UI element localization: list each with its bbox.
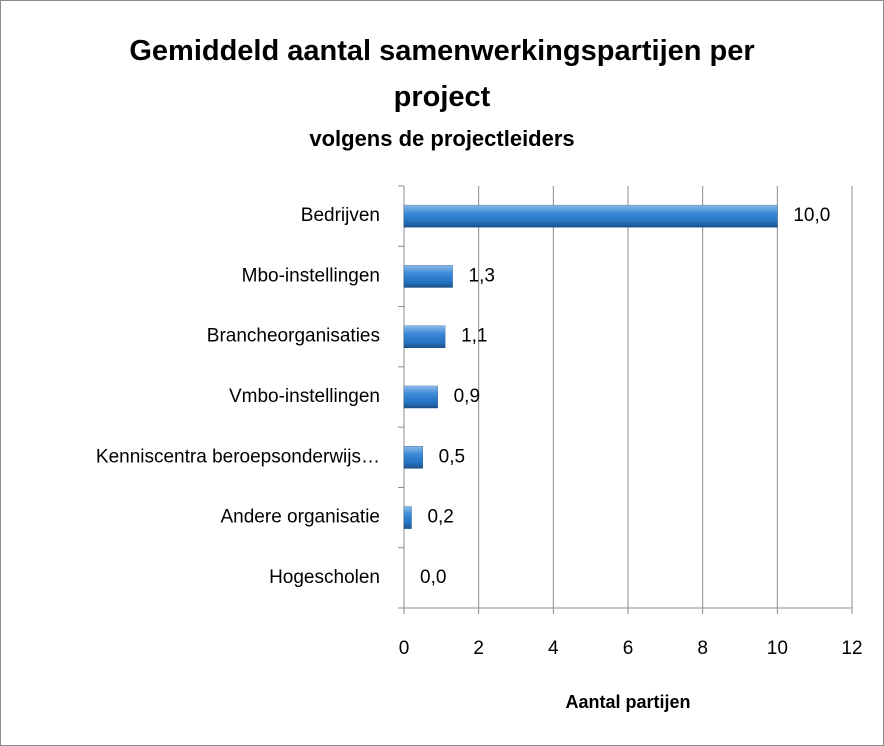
bar-shine <box>404 205 778 228</box>
chart-subtitle: volgens de projectleiders <box>309 126 575 151</box>
x-axis-label: Aantal partijen <box>565 692 690 712</box>
y-tick-label: Mbo-instellingen <box>242 265 380 286</box>
data-label: 10,0 <box>793 205 830 226</box>
x-tick-label: 8 <box>697 638 708 659</box>
x-tick-label: 0 <box>399 638 410 659</box>
y-tick-label: Hogescholen <box>269 567 380 588</box>
y-tick-label: Andere organisatie <box>221 507 381 528</box>
bar-shine <box>404 265 453 288</box>
bar-shine <box>404 325 446 348</box>
y-tick-label: Bedrijven <box>301 205 380 226</box>
bar-shine <box>404 386 438 408</box>
y-tick-label: Brancheorganisaties <box>207 326 380 347</box>
data-label: 0,5 <box>439 446 465 467</box>
bar-shine <box>404 506 412 529</box>
data-label: 1,1 <box>461 326 487 347</box>
data-label: 0,0 <box>420 567 446 588</box>
chart-title: Gemiddeld aantal samenwerkingspartijen p… <box>129 35 755 113</box>
x-tick-label: 10 <box>767 638 788 659</box>
data-label: 0,9 <box>454 386 480 407</box>
data-label: 0,2 <box>427 507 453 528</box>
x-tick-label: 12 <box>841 638 862 659</box>
x-tick-label: 4 <box>548 638 559 659</box>
bar-shine <box>404 446 423 469</box>
x-tick-label: 6 <box>623 638 634 659</box>
data-label: 1,3 <box>469 265 495 286</box>
y-tick-label: Vmbo-instellingen <box>229 386 380 407</box>
x-tick-label: 2 <box>473 638 484 659</box>
y-tick-label: Kenniscentra beroepsonderwijs… <box>96 446 380 467</box>
